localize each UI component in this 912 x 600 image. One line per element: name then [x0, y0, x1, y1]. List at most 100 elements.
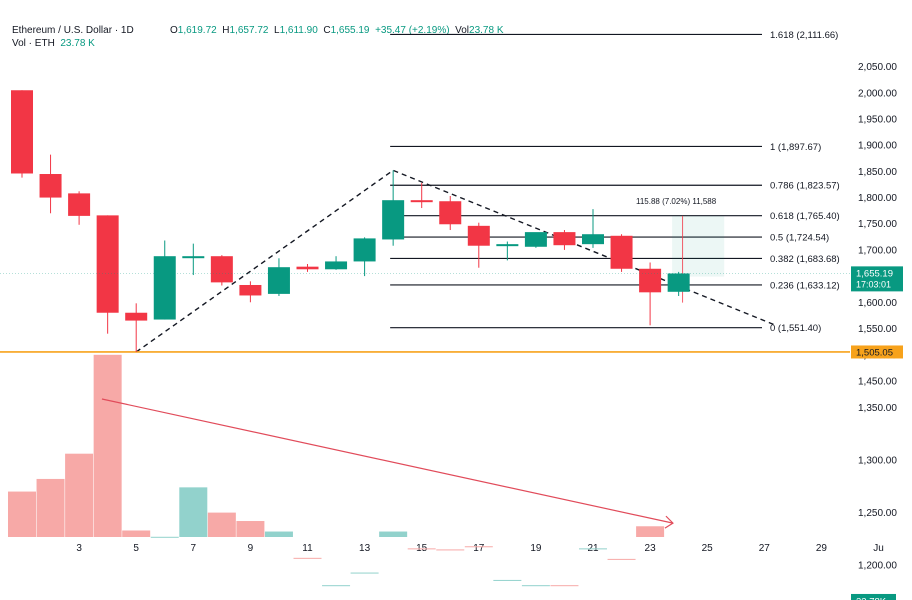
x-tick-label: 3: [76, 543, 82, 554]
candle-body: [153, 256, 176, 320]
change-value: +35.47 (+2.19%): [375, 25, 450, 36]
fib-level-label: 0.618 (1,765.40): [770, 211, 840, 222]
high-label: H: [222, 25, 230, 36]
candle-body: [325, 261, 348, 270]
volume-bar: [550, 585, 579, 587]
y-tick-label: 1,750.00: [858, 219, 897, 230]
low-label: L: [274, 25, 280, 36]
volume-bar: [493, 579, 522, 581]
symbol-title: Ethereum / U.S. Dollar · 1D: [12, 25, 134, 37]
volume-legend: Vol · ETH 23.78 K: [12, 38, 95, 50]
y-tick-label: 1,250.00: [858, 508, 897, 519]
y-tick-label: 1,800.00: [858, 193, 897, 204]
volume-bar: [322, 585, 351, 587]
candle-body: [496, 244, 519, 247]
ohlc-readout: O1,619.72 H1,657.72 L1,611.90 C1,655.19 …: [170, 25, 504, 37]
y-tick-label: 1,300.00: [858, 456, 897, 467]
x-tick-label: 29: [816, 543, 828, 554]
vol-eth-value: 23.78 K: [60, 38, 95, 49]
fib-level-label: 0.236 (1,633.12): [770, 280, 840, 291]
candle-body: [410, 200, 433, 203]
y-tick-label: 1,900.00: [858, 141, 897, 152]
volume-bar: [264, 531, 293, 537]
candle-body: [11, 90, 33, 174]
fib-level-label: 0.786 (1,823.57): [770, 181, 840, 192]
candle-body: [382, 200, 405, 240]
y-tick-label: 1,200.00: [858, 561, 897, 572]
y-tick-label: 1,950.00: [858, 115, 897, 126]
volume-bar: [36, 478, 65, 537]
volume-bar: [93, 354, 122, 537]
volume-bar: [293, 557, 322, 559]
volume-bar: [521, 585, 550, 587]
x-tick-label: 25: [702, 543, 714, 554]
volume-bar: [236, 521, 265, 537]
x-tick-label: 5: [133, 543, 139, 554]
volume-bar: [179, 487, 208, 537]
volume-bar: [636, 526, 665, 537]
x-tick-label: 11: [302, 543, 313, 554]
trendline-arrowhead: [664, 515, 674, 529]
measure-label: 115.88 (7.02%) 11,588: [636, 197, 717, 206]
support-tag: [851, 345, 903, 359]
volume-bar: [8, 491, 36, 537]
x-tick-label: 7: [191, 543, 197, 554]
open-value: 1,619.72: [177, 25, 217, 36]
volume-bar: [579, 548, 607, 550]
candle-body: [210, 256, 233, 283]
volume-bar: [350, 572, 379, 574]
volume-bar: [122, 530, 151, 537]
candle-body: [182, 256, 205, 259]
volume-trendline: [101, 398, 674, 524]
candle-body: [267, 267, 290, 294]
volume-bar: [436, 549, 465, 551]
candle-body: [296, 266, 319, 270]
volume-bar: [607, 558, 636, 560]
candle-body: [353, 238, 376, 262]
y-tick-label: 1,700.00: [858, 245, 897, 256]
x-tick-label: 23: [645, 543, 657, 554]
volume-bar: [407, 548, 436, 550]
y-tick-label: 1,450.00: [858, 376, 897, 387]
candle-body: [524, 232, 547, 247]
price-tag: [851, 266, 903, 292]
candle-body: [553, 232, 576, 246]
candle-body: [667, 273, 690, 292]
volume-bar: [464, 546, 493, 548]
x-tick-label: 27: [759, 543, 771, 554]
vol-label: Vol: [455, 25, 470, 36]
volume-bar: [207, 512, 236, 537]
high-value: 1,657.72: [229, 25, 269, 36]
y-tick-label: 2,050.00: [858, 62, 897, 73]
candle-body: [610, 235, 633, 269]
y-tick-label: 1,600.00: [858, 298, 897, 309]
fib-level-label: 1.618 (2,111.66): [770, 30, 838, 41]
close-label: C: [323, 25, 331, 36]
volume-bar: [150, 536, 179, 538]
x-tick-label: 17: [473, 543, 485, 554]
candle-body: [125, 312, 148, 321]
fib-level-label: 0 (1,551.40): [770, 323, 821, 334]
y-tick-label: 1,850.00: [858, 167, 897, 178]
volume-bar: [65, 453, 94, 537]
vol-eth-label: Vol · ETH: [12, 38, 55, 49]
y-tick-label: 1,550.00: [858, 324, 897, 335]
price-tag-countdown: 17:03:01: [856, 279, 891, 289]
price-tag-label: 1,655.19: [856, 268, 893, 279]
candle-body: [467, 225, 490, 246]
volume-tag-label: 23.78K: [856, 596, 887, 600]
candle-body: [39, 174, 62, 198]
candle-body: [239, 284, 262, 296]
measure-box: [672, 215, 725, 277]
candle-body: [582, 234, 604, 245]
volume-tag: [851, 593, 896, 600]
candle-body: [639, 268, 662, 293]
vol-value: 23.78 K: [469, 25, 504, 36]
support-tag-label: 1,505.05: [856, 347, 893, 358]
candle-body: [68, 193, 91, 216]
x-tick-label: Ju: [873, 543, 884, 554]
volume-bar: [379, 531, 408, 537]
x-tick-label: 19: [530, 543, 542, 554]
measure-label-bg: [630, 193, 724, 208]
